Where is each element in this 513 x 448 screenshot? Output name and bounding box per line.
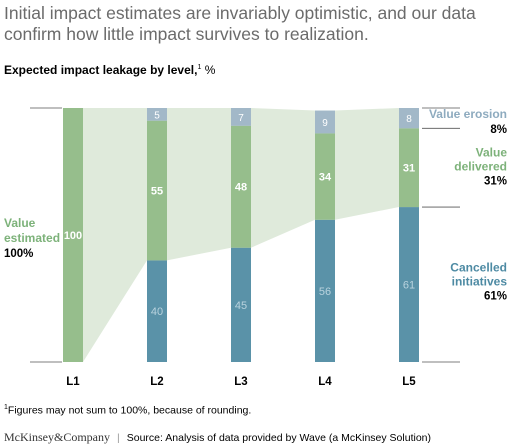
bar-delivered-l4 (315, 133, 335, 220)
label-cancelled-l4: 56 (319, 286, 331, 298)
label-cancelled-l2: 40 (151, 306, 163, 318)
label-delivered-l5: 31 (403, 163, 415, 175)
x-tick-l5: L5 (402, 376, 416, 388)
bar-delivered-l3 (231, 125, 251, 248)
bar-delivered-l2 (147, 120, 167, 261)
chart-title: Expected impact leakage by level, (4, 63, 198, 77)
x-tick-l1: L1 (66, 376, 80, 388)
label-delivered-l3: 48 (235, 182, 247, 194)
legend-delivered-label-line2: delivered (454, 160, 507, 174)
chart-unit: % (204, 63, 216, 77)
legend-cancelled-value: 61% (484, 291, 507, 303)
label-erosion-l4: 9 (322, 118, 328, 129)
bar-cancelled-l4 (315, 219, 335, 362)
x-tick-l4: L4 (318, 376, 332, 388)
legend-delivered-value: 31% (484, 176, 507, 188)
bar-cancelled-l2 (147, 260, 167, 362)
legend-cancelled-label-line2: initiatives (452, 275, 508, 289)
source-separator: | (117, 432, 120, 444)
brand-logo-text: McKinsey&Company (4, 430, 110, 444)
stacked-bar-chart: 100L140555L245487L356349L461318L5Valuees… (4, 107, 508, 388)
bar-delivered-l5 (399, 128, 419, 208)
label-cancelled-l5: 61 (403, 280, 415, 292)
bar-delivered-l1 (63, 108, 83, 362)
footnote-mark: 1 (4, 404, 8, 411)
legend-delivered-label-line1: Value (476, 146, 508, 160)
value-estimated-value: 100% (4, 248, 33, 260)
legend-erosion-value: 8% (490, 124, 507, 136)
bar-cancelled-l5 (399, 207, 419, 362)
chart-subtitle: Expected impact leakage by level,1 % (4, 63, 215, 77)
title-footnote-mark: 1 (197, 64, 202, 71)
bar-erosion-l3 (231, 108, 251, 126)
bar-cancelled-l3 (231, 247, 251, 362)
bar-erosion-l5 (399, 108, 419, 129)
x-tick-l3: L3 (234, 376, 247, 388)
value-estimated-label-line1: Value (4, 216, 36, 230)
headline: Initial impact estimates are invariably … (4, 3, 476, 44)
footnote: 1Figures may not sum to 100%, because of… (4, 404, 251, 417)
bar-erosion-l2 (147, 108, 167, 121)
legend-cancelled-label-line1: Cancelled (450, 261, 507, 275)
footnote-text: Figures may not sum to 100%, because of … (7, 404, 252, 417)
source-text: Source: Analysis of data provided by Wav… (126, 432, 431, 444)
source-line: McKinsey&Company | Source: Analysis of dat… (4, 430, 431, 445)
label-erosion-l2: 5 (154, 110, 160, 121)
value-estimated-label-line2: estimated (4, 231, 60, 245)
label-erosion-l3: 7 (238, 113, 244, 124)
legend-erosion-label: Value erosion (429, 107, 507, 121)
label-cancelled-l3: 45 (235, 300, 247, 312)
label-erosion-l5: 8 (406, 114, 412, 125)
label-delivered-l2: 55 (151, 186, 163, 198)
bar-erosion-l4 (315, 110, 335, 134)
label-delivered-l4: 34 (319, 172, 332, 184)
x-tick-l2: L2 (150, 376, 163, 388)
label-delivered-l1: 100 (64, 230, 82, 242)
